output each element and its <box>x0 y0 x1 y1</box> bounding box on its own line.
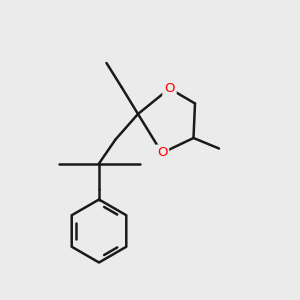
Text: O: O <box>164 82 175 95</box>
Text: O: O <box>157 146 167 160</box>
